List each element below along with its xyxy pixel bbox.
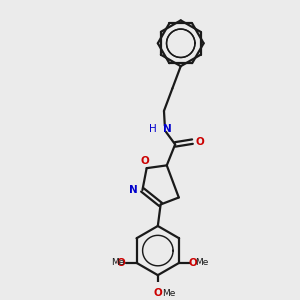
Text: Me: Me [196,258,209,267]
Text: H: H [149,124,157,134]
Text: O: O [117,258,125,268]
Text: O: O [196,136,205,147]
Text: Me: Me [163,289,176,298]
Text: O: O [141,156,150,166]
Text: N: N [129,185,137,195]
Text: O: O [189,258,198,268]
Text: Me: Me [111,258,125,267]
Text: O: O [153,288,162,298]
Text: N: N [163,124,171,134]
